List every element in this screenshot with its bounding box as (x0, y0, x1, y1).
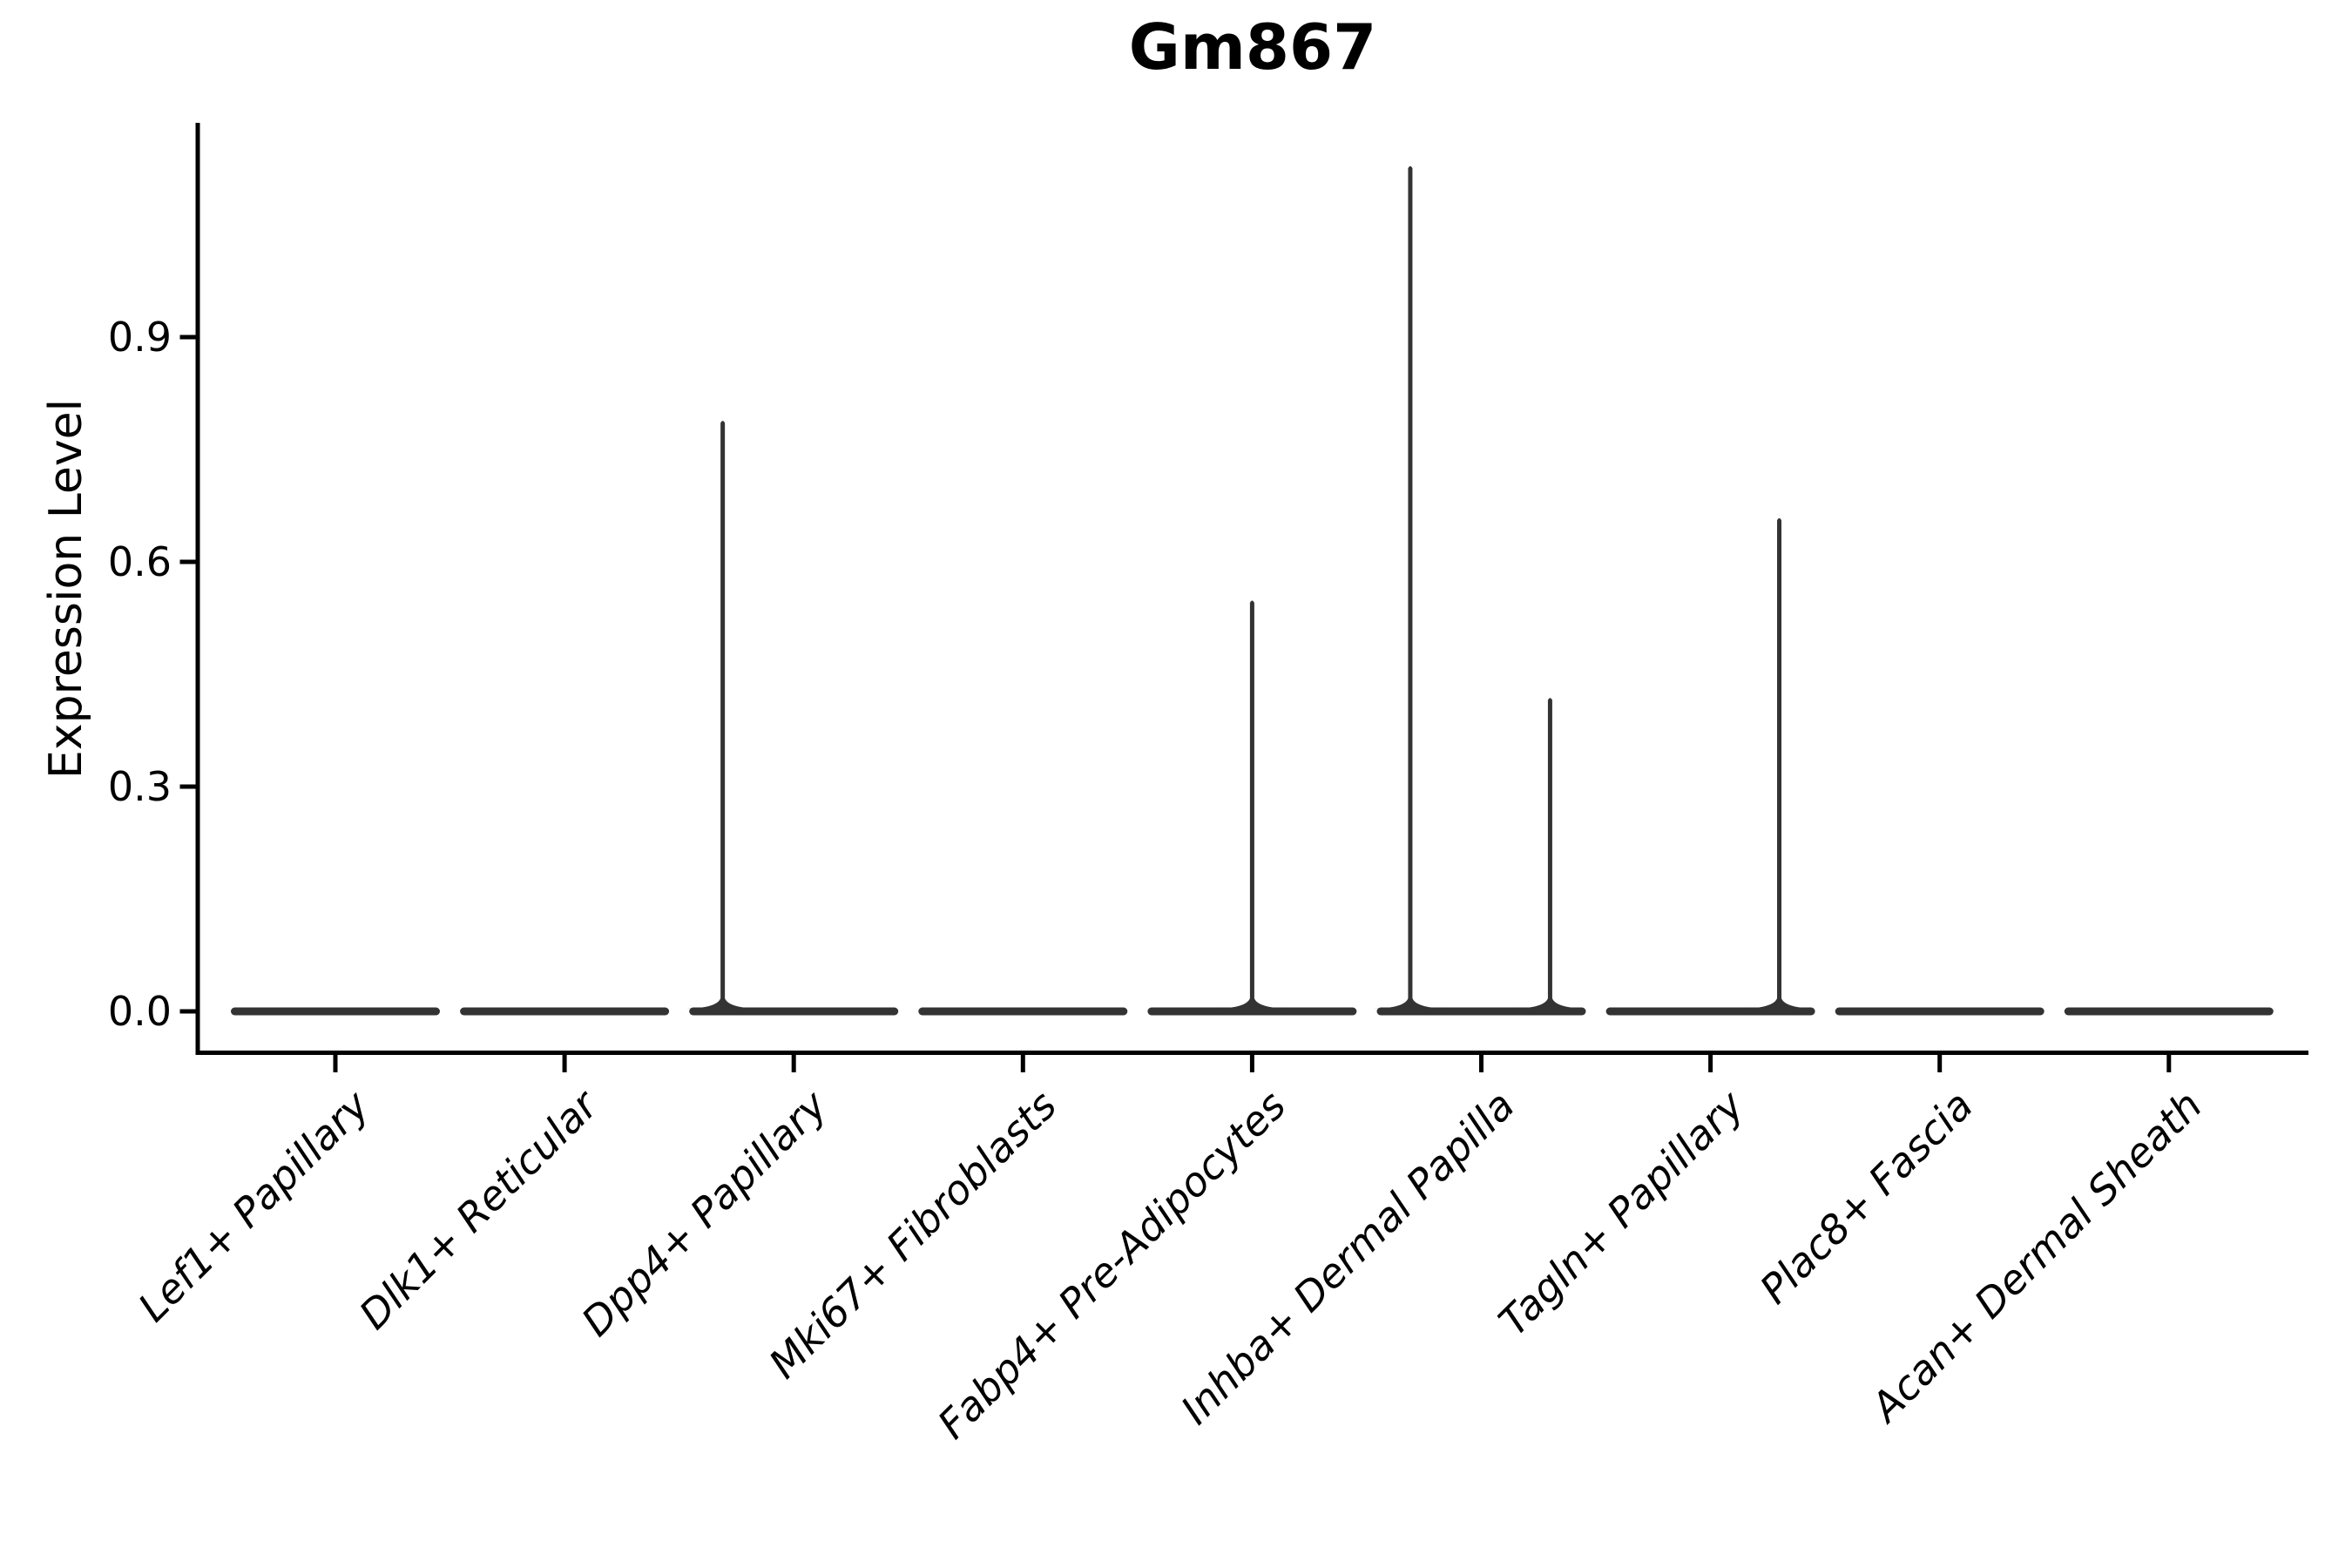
x-tick (2166, 1055, 2172, 1072)
x-tick (1249, 1055, 1254, 1072)
y-tick (179, 1009, 196, 1014)
y-axis-label: Expression Level (40, 398, 92, 780)
x-tick (1937, 1055, 1943, 1072)
x-tick (562, 1055, 567, 1072)
violin-body (689, 1007, 899, 1016)
x-tick (1479, 1055, 1484, 1072)
violin-body (231, 1007, 440, 1016)
y-tick (179, 784, 196, 789)
violin-spike (1215, 600, 1289, 1009)
violin-body (918, 1007, 1128, 1016)
y-axis-spine (195, 123, 200, 1055)
violin-body (1376, 1007, 1586, 1016)
violin-body (1605, 1007, 1815, 1016)
x-tick (1020, 1055, 1025, 1072)
y-tick-label: 0.9 (107, 314, 172, 361)
x-tick (333, 1055, 338, 1072)
y-tick (179, 335, 196, 340)
x-tick (1708, 1055, 1713, 1072)
x-axis-spine (195, 1051, 2308, 1055)
y-tick-label: 0.6 (107, 538, 172, 585)
violin-body (2064, 1007, 2274, 1016)
violin-body (460, 1007, 670, 1016)
chart-title: Gm867 (1128, 10, 1377, 84)
violin-body (1147, 1007, 1357, 1016)
y-tick-label: 0.3 (107, 763, 172, 810)
violin-spike (1513, 698, 1587, 1009)
y-tick (179, 559, 196, 564)
violin-spike (1742, 517, 1816, 1009)
x-tick (791, 1055, 796, 1072)
violin-body (1835, 1007, 2044, 1016)
y-tick-label: 0.0 (107, 988, 172, 1035)
violin-spike (686, 421, 760, 1010)
violin-spike (1373, 166, 1447, 1009)
